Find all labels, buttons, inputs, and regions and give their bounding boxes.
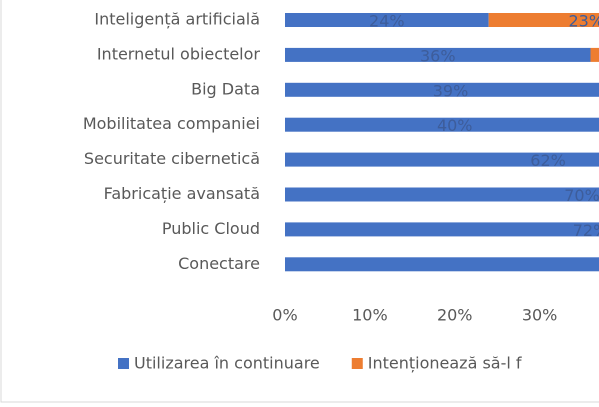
data-label: 36% — [420, 46, 456, 65]
bar-segment — [590, 47, 599, 62]
category-label: Inteligență artificială — [94, 10, 260, 29]
bar-segment — [285, 117, 599, 132]
bar-segment — [285, 82, 599, 97]
category-label: Conectare — [178, 254, 260, 273]
data-label: 62% — [530, 151, 566, 170]
legend-label: Utilizarea în continuare — [134, 354, 320, 373]
bar-segment — [285, 187, 599, 202]
category-label: Mobilitatea companiei — [83, 114, 260, 133]
legend-swatch — [351, 358, 363, 369]
data-label: 40% — [437, 116, 473, 135]
x-tick-label: 20% — [437, 306, 473, 325]
category-label: Fabricație avansată — [104, 184, 260, 203]
x-tick-label: 30% — [522, 306, 558, 325]
data-label: 23% — [568, 12, 599, 31]
category-label: Public Cloud — [162, 219, 260, 238]
category-label: Internetul obiectelor — [97, 44, 261, 63]
category-label: Securitate cibernetică — [84, 149, 260, 168]
bar-segment — [285, 152, 599, 167]
data-label: 72% — [573, 221, 599, 240]
x-tick-label: 0% — [272, 306, 297, 325]
plot: 0% 10% 20% 30% Inteligență artificială 24% 23%… — [83, 10, 599, 373]
x-tick-label: 10% — [352, 306, 388, 325]
bar-segment — [285, 47, 591, 62]
bar-segment — [285, 13, 489, 27]
category-label: Big Data — [191, 79, 260, 98]
data-label: 24% — [369, 12, 405, 31]
legend-swatch — [118, 358, 129, 369]
bar-segment — [285, 257, 599, 272]
data-label: 39% — [433, 81, 469, 100]
legend-label: Intenționează să-l f — [368, 354, 522, 373]
bar-segment — [488, 13, 599, 27]
bar-segment — [285, 222, 599, 237]
data-label: 70% — [564, 186, 599, 205]
